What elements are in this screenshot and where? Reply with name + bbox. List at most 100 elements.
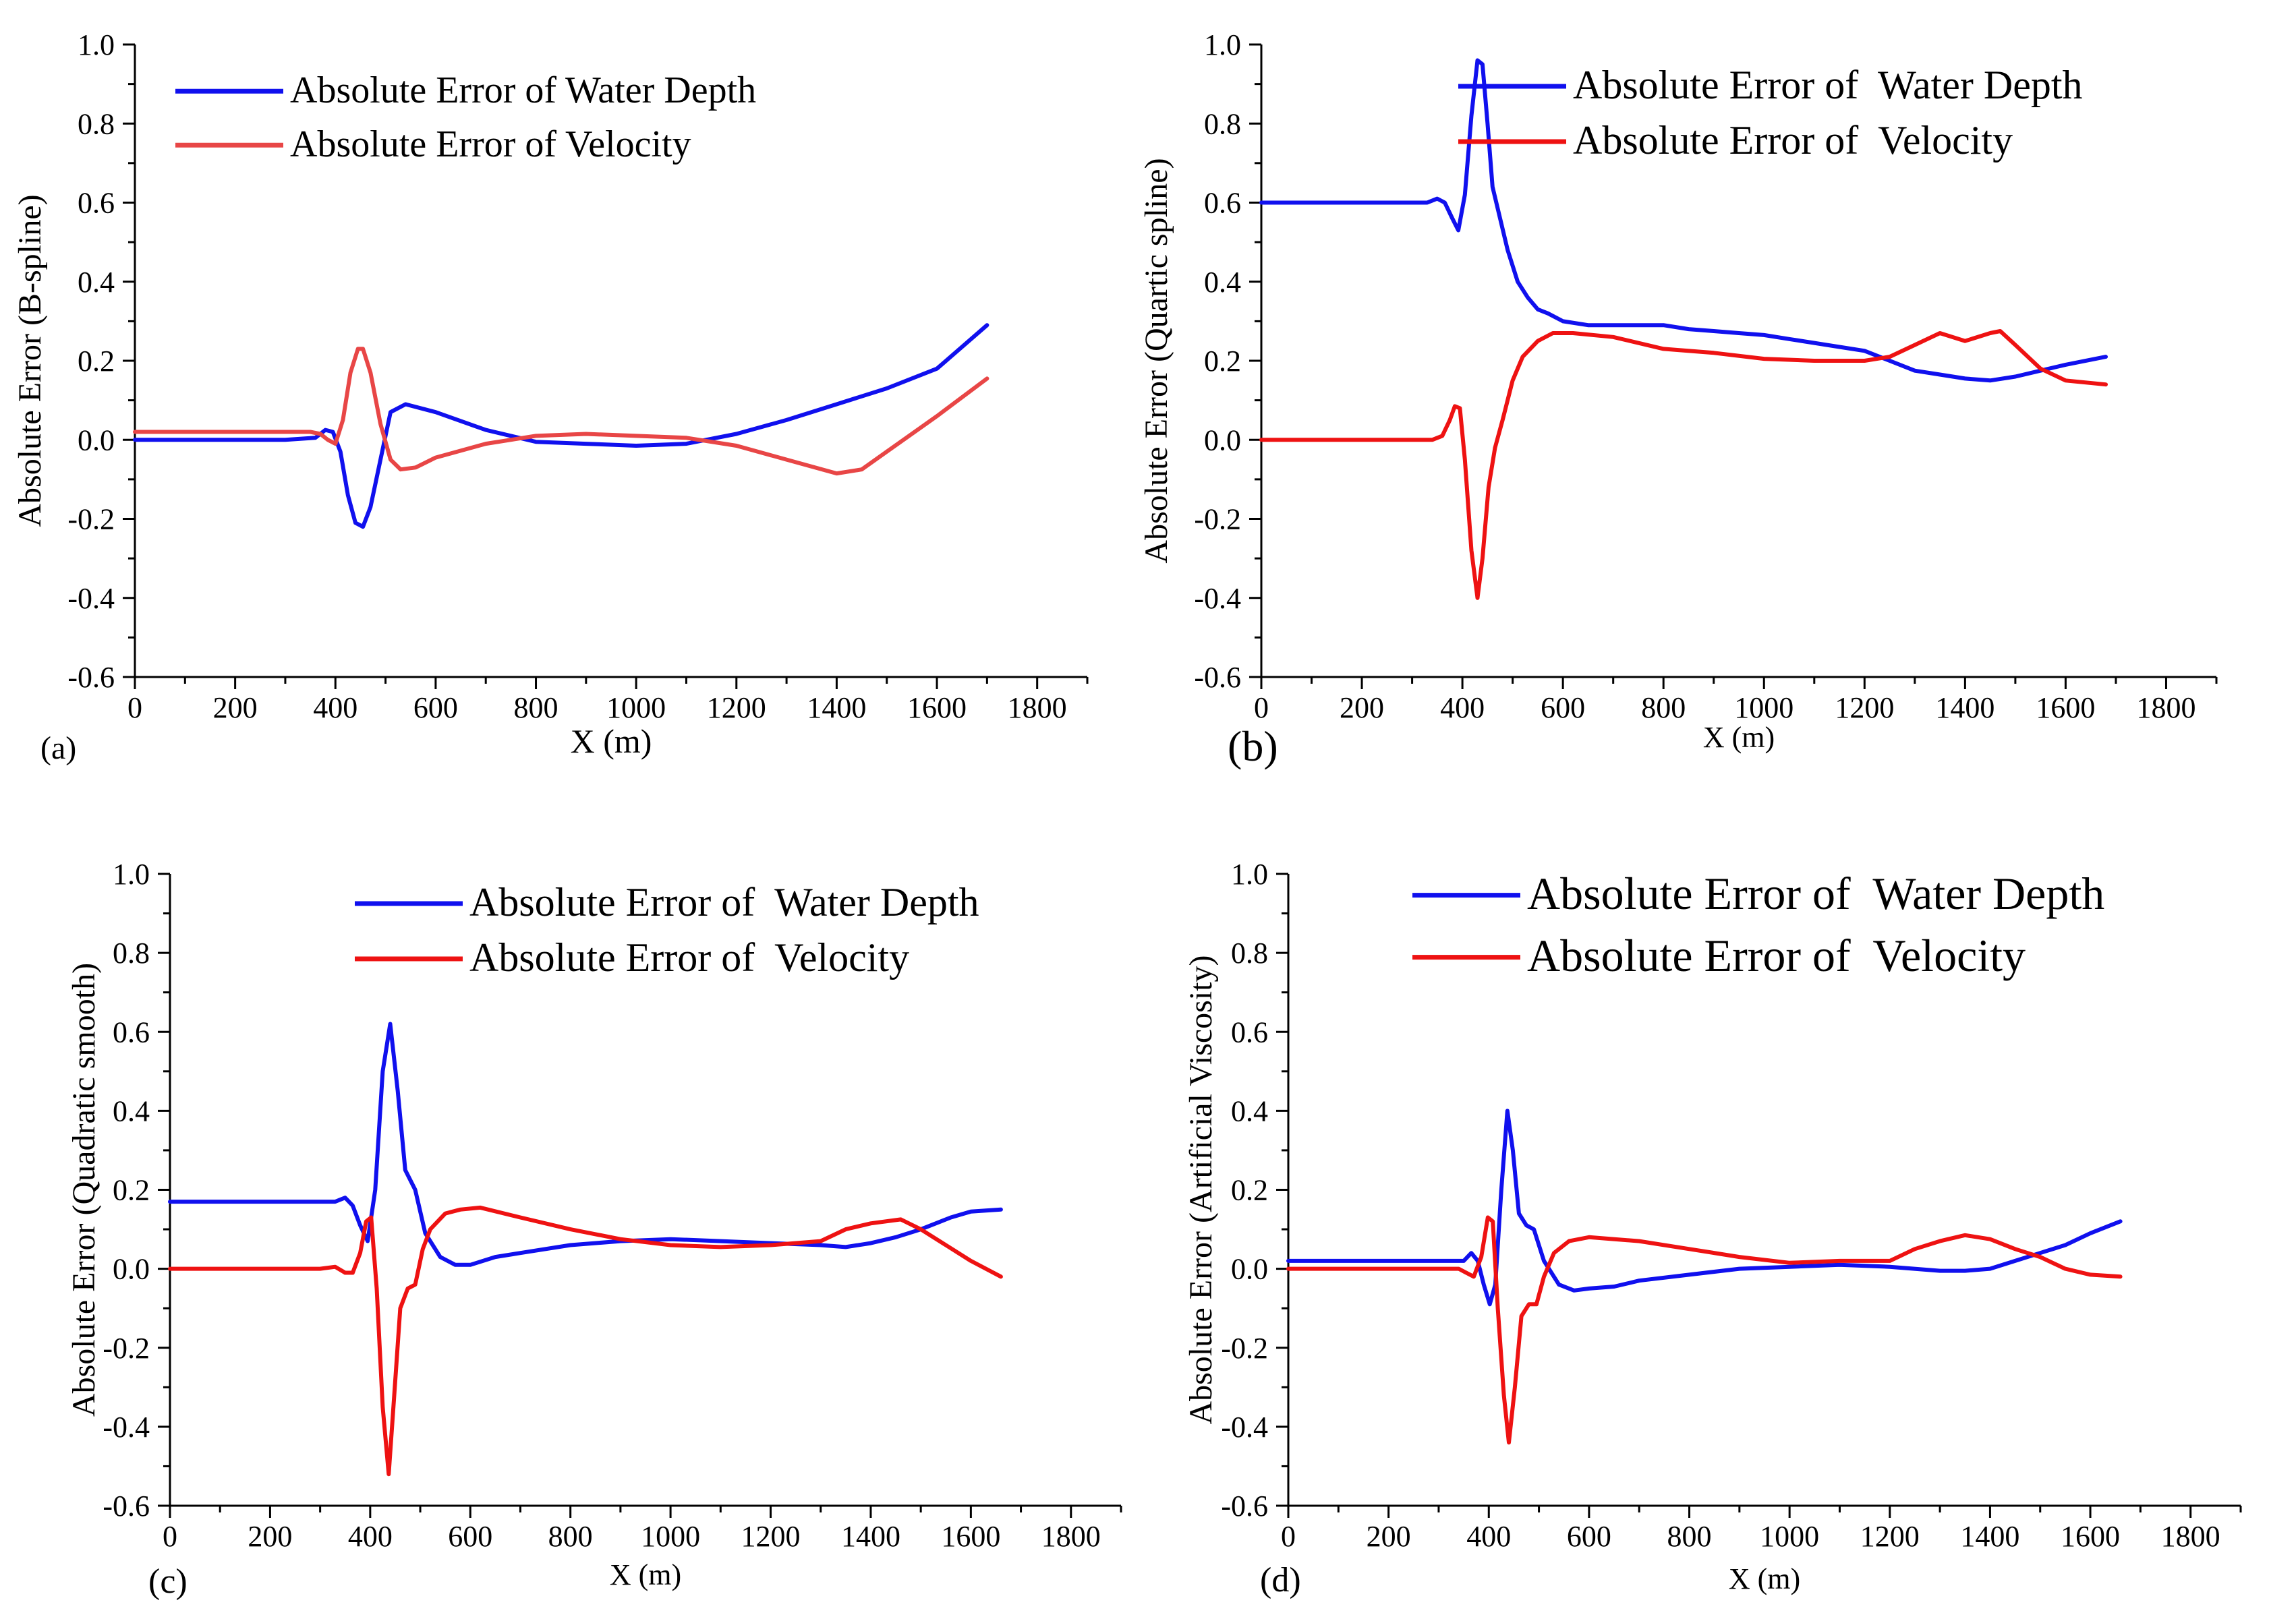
y-tick-label: 0.2 xyxy=(78,345,115,378)
x-tick-label: 1000 xyxy=(606,691,666,724)
chart-panel-4: 0 200 400 600 800 1000 1200 1400 1600 1800 -0.6 -0.… xyxy=(1183,858,2242,1599)
legend-label-velocity: Absolute Error of Velocity xyxy=(290,123,691,165)
legend-label-water-depth: Absolute Error of Water Depth xyxy=(1527,868,2104,919)
y-tick-label: -0.2 xyxy=(67,503,115,536)
x-tick-label: 800 xyxy=(548,1520,593,1553)
x-tick-label: 200 xyxy=(213,691,258,724)
x-tick-label: 1200 xyxy=(707,691,766,724)
y-tick-label: 0.2 xyxy=(1204,345,1241,378)
x-tick-label: 400 xyxy=(313,691,357,724)
x-tick-label: 1200 xyxy=(741,1520,801,1553)
y-tick-label: 0.8 xyxy=(78,107,115,140)
y-tick-label: -0.2 xyxy=(103,1332,150,1365)
x-tick-label: 1600 xyxy=(907,691,967,724)
x-axis-label: X (m) xyxy=(571,722,652,760)
y-tick-label: -0.6 xyxy=(67,661,115,694)
y-tick-label: -0.2 xyxy=(1194,503,1241,536)
x-tick-label: 200 xyxy=(248,1520,292,1553)
series-line-water-depth xyxy=(168,1022,1003,1267)
y-tick-label: 0.4 xyxy=(1204,266,1241,299)
x-tick-label: 800 xyxy=(1667,1520,1712,1553)
y-tick-label: 0.0 xyxy=(113,1253,150,1286)
x-tick-label: 1600 xyxy=(2036,691,2095,724)
legend-label-velocity: Absolute Error of Velocity xyxy=(1527,930,2026,981)
y-axis-label: Absolute Error (Artificial Viscosity) xyxy=(1183,955,1219,1424)
y-tick-label: 0.6 xyxy=(1204,187,1241,220)
x-tick-label: 1400 xyxy=(841,1520,900,1553)
panel-label: (d) xyxy=(1260,1561,1301,1599)
x-tick-label: 200 xyxy=(1340,691,1384,724)
x-axis-label: X (m) xyxy=(610,1558,681,1591)
x-tick-label: 600 xyxy=(448,1520,492,1553)
x-tick-label: 1000 xyxy=(641,1520,700,1553)
legend-label-velocity: Absolute Error of Velocity xyxy=(1573,118,2013,163)
x-tick-label: 1400 xyxy=(1935,691,1994,724)
series-line-velocity xyxy=(168,1205,1003,1477)
y-tick-label: 0.6 xyxy=(1231,1015,1268,1049)
series-line-water-depth xyxy=(133,323,989,529)
chart-panel-3: 0 200 400 600 800 1000 1200 1400 1600 1800 -0.6 -0.… xyxy=(66,858,1122,1601)
x-tick-label: 1600 xyxy=(2061,1520,2120,1553)
y-tick-label: 0.0 xyxy=(78,423,115,457)
legend-label-velocity: Absolute Error of Velocity xyxy=(469,935,909,980)
series-line-velocity xyxy=(1259,329,2108,600)
legend-label-water-depth: Absolute Error of Water Depth xyxy=(1573,63,2083,107)
x-tick-label: 1400 xyxy=(1960,1520,2019,1553)
series-line-water-depth xyxy=(1259,58,2108,383)
x-tick-label: 600 xyxy=(1567,1520,1611,1553)
y-axis-label: Absolute Error (Quartic spline) xyxy=(1139,158,1174,563)
y-tick-label: 0.0 xyxy=(1231,1253,1268,1286)
legend-label-water-depth: Absolute Error of Water Depth xyxy=(469,880,979,924)
x-tick-label: 0 xyxy=(1281,1520,1296,1553)
y-tick-label: -0.2 xyxy=(1221,1332,1268,1365)
panel-label: (c) xyxy=(148,1562,188,1601)
y-tick-label: 0.4 xyxy=(113,1094,150,1127)
x-tick-label: 800 xyxy=(514,691,558,724)
x-tick-label: 1800 xyxy=(2136,691,2195,724)
y-tick-label: -0.6 xyxy=(1194,661,1241,694)
series-line-water-depth xyxy=(1286,1109,2123,1307)
y-tick-label: 1.0 xyxy=(78,28,115,61)
x-tick-label: 400 xyxy=(348,1520,393,1553)
x-axis-label: X (m) xyxy=(1703,721,1775,754)
y-tick-label: 0.4 xyxy=(1231,1094,1268,1127)
series-line-velocity xyxy=(133,347,989,476)
x-tick-label: 1200 xyxy=(1860,1520,1920,1553)
x-tick-label: 1600 xyxy=(941,1520,1000,1553)
y-tick-label: -0.4 xyxy=(67,582,115,615)
x-tick-label: 0 xyxy=(1254,691,1269,724)
y-tick-label: 0.4 xyxy=(78,266,115,299)
y-tick-label: -0.6 xyxy=(1221,1490,1268,1523)
x-tick-label: 1800 xyxy=(1041,1520,1101,1553)
y-axis-label: Absolute Error (B-spline) xyxy=(12,194,48,527)
y-tick-label: 0.8 xyxy=(113,937,150,970)
series-line-velocity xyxy=(1286,1215,2123,1445)
y-tick-label: -0.4 xyxy=(1221,1411,1268,1444)
y-tick-label: 0.8 xyxy=(1204,107,1241,140)
y-tick-label: -0.6 xyxy=(103,1490,150,1523)
x-tick-label: 400 xyxy=(1466,1520,1511,1553)
chart-panel-1: 0 200 400 600 800 1000 1200 1400 1600 1800 -0.6 -0.… xyxy=(12,28,1089,766)
x-tick-label: 0 xyxy=(127,691,142,724)
y-tick-label: -0.4 xyxy=(103,1411,150,1444)
x-tick-label: 1000 xyxy=(1760,1520,1819,1553)
x-tick-label: 1400 xyxy=(807,691,866,724)
y-tick-label: -0.4 xyxy=(1194,582,1241,615)
x-tick-label: 600 xyxy=(1541,691,1585,724)
y-axis-label: Absolute Error (Quadratic smooth) xyxy=(66,963,102,1417)
y-tick-label: 1.0 xyxy=(1204,28,1241,61)
x-tick-label: 1200 xyxy=(1835,691,1894,724)
x-axis-label: X (m) xyxy=(1729,1562,1800,1595)
y-tick-label: 0.2 xyxy=(113,1174,150,1207)
x-tick-label: 0 xyxy=(163,1520,177,1553)
panel-label: (a) xyxy=(40,730,76,766)
chart-panel-2: 0 200 400 600 800 1000 1200 1400 1600 1800 -0.6 -0.… xyxy=(1139,28,2218,770)
y-tick-label: 0.6 xyxy=(78,187,115,220)
y-tick-label: 0.6 xyxy=(113,1015,150,1049)
y-tick-label: 0.0 xyxy=(1204,423,1241,457)
x-tick-label: 1000 xyxy=(1734,691,1793,724)
x-tick-label: 1800 xyxy=(2161,1520,2220,1553)
panel-label: (b) xyxy=(1228,722,1278,770)
x-tick-label: 600 xyxy=(413,691,458,724)
